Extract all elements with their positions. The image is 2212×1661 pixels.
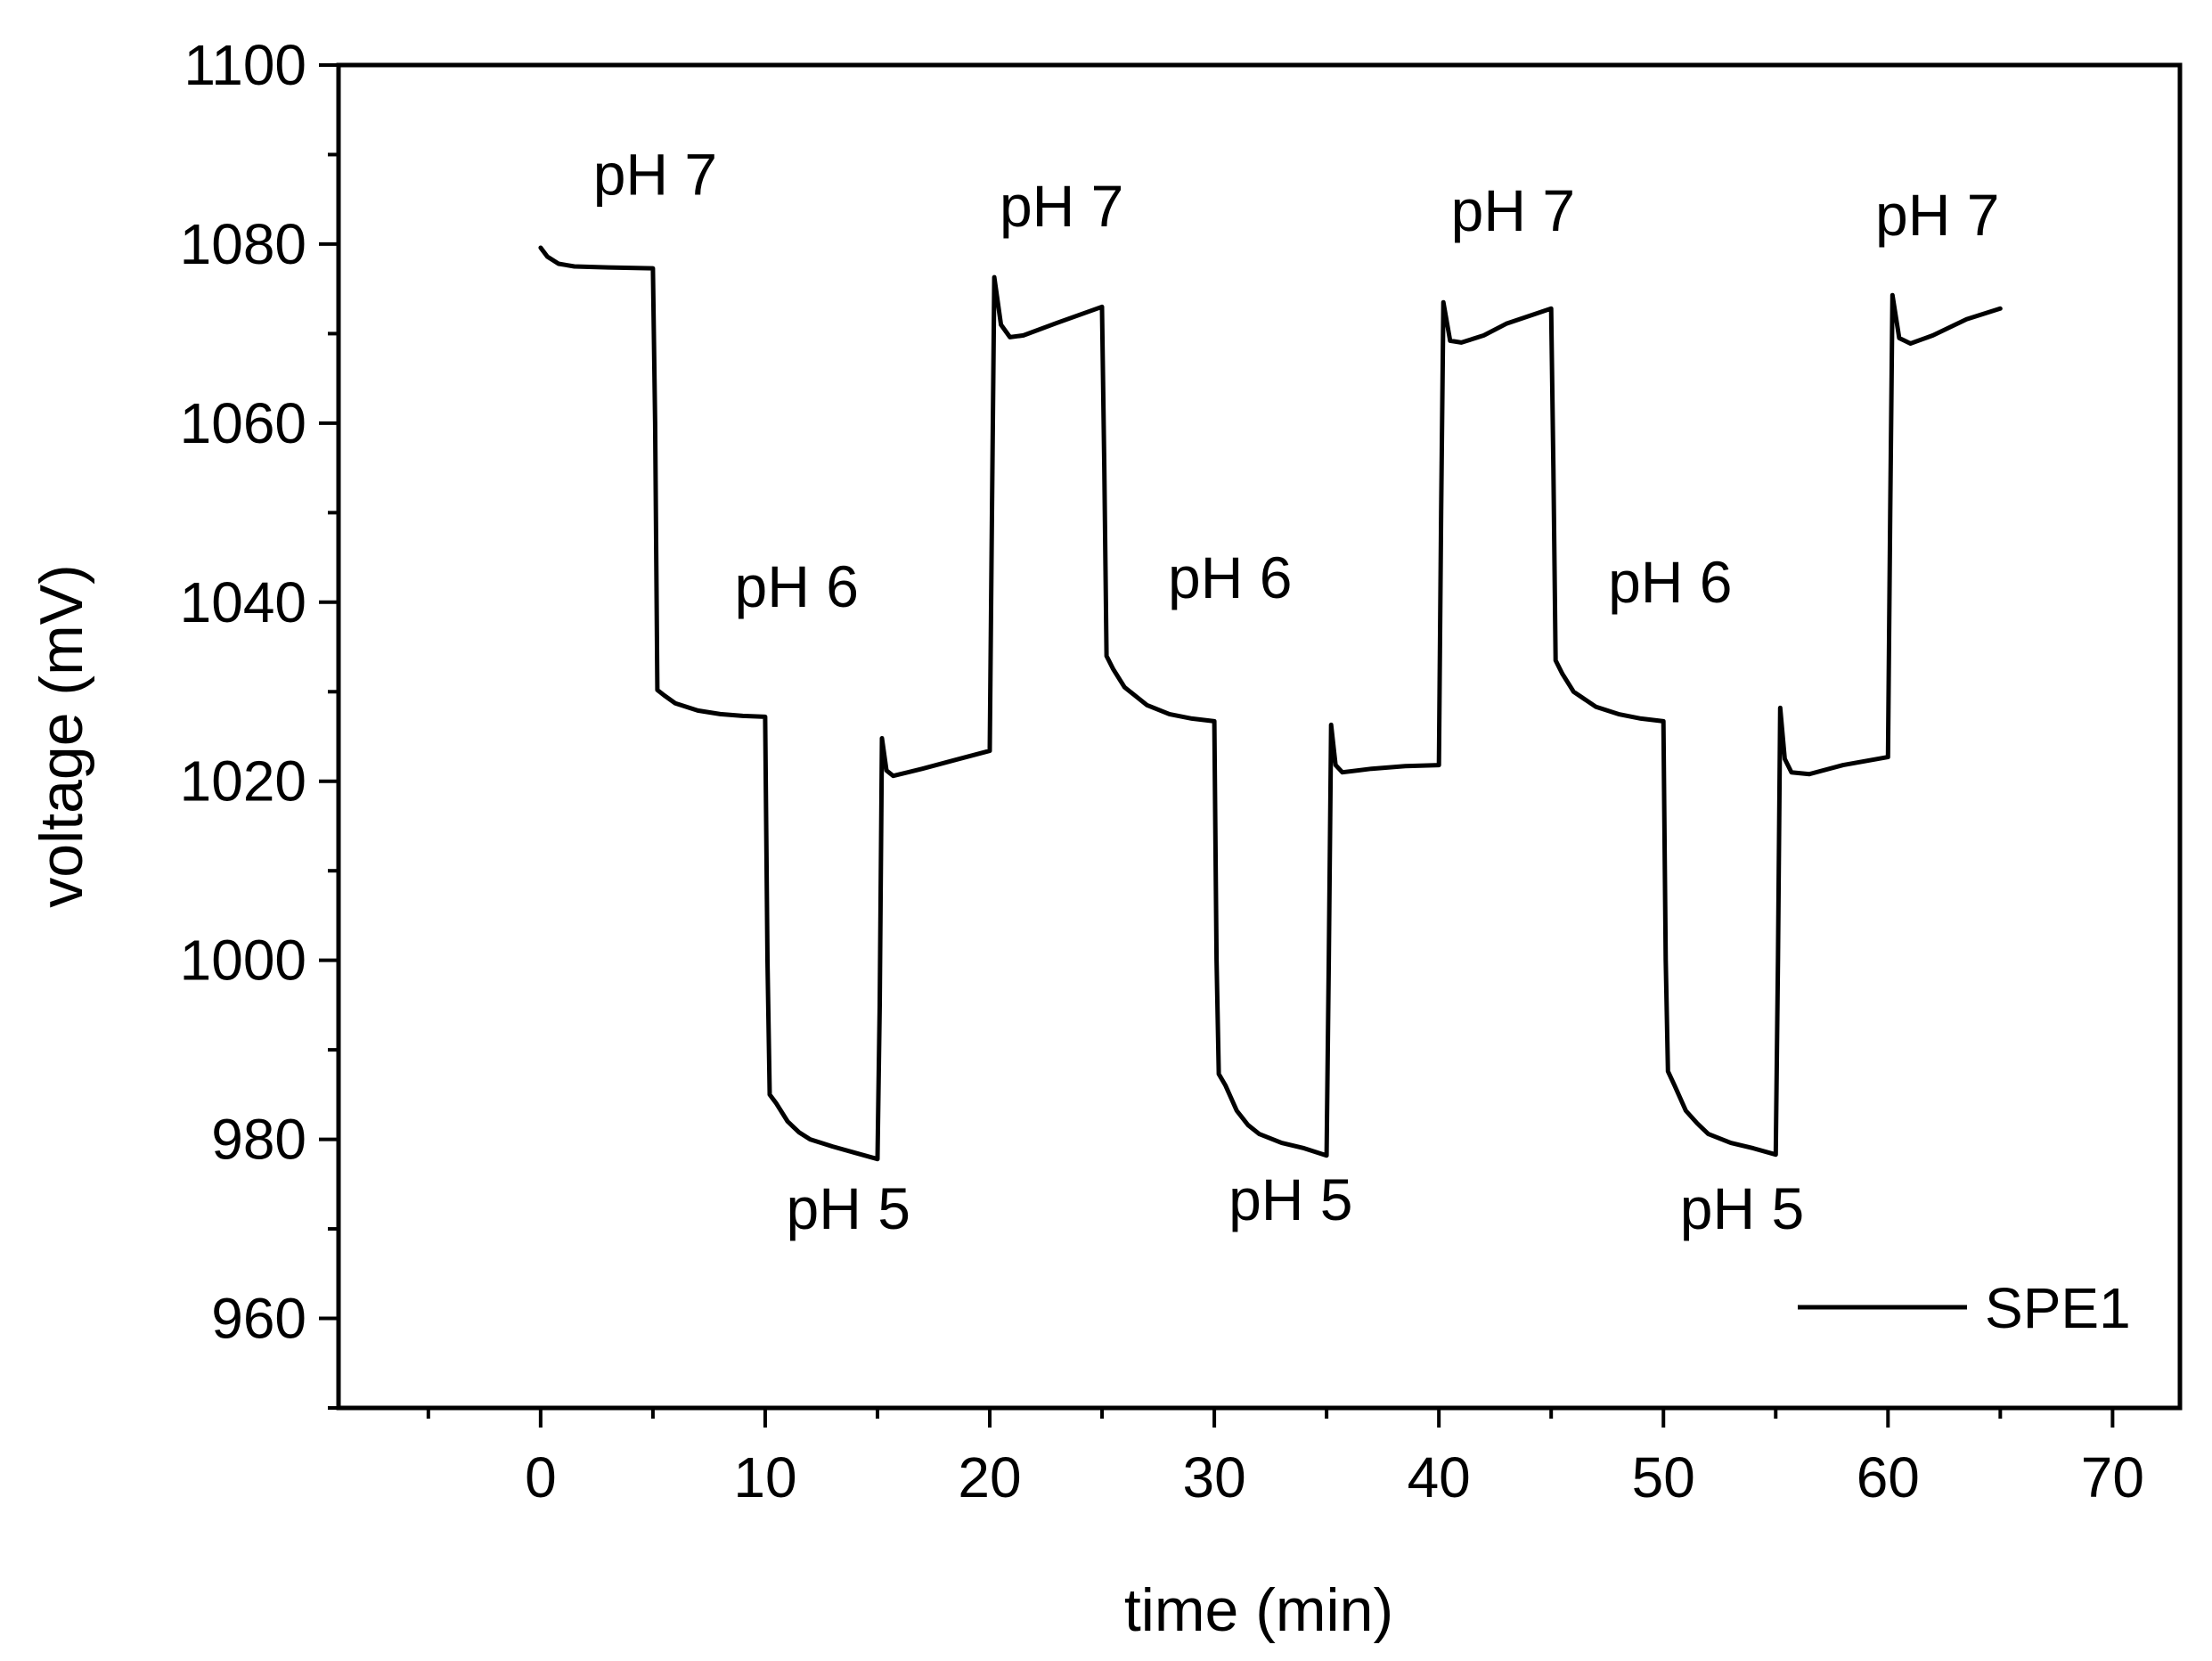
- legend: SPE1: [1798, 1276, 2131, 1340]
- x-tick-label: 10: [733, 1445, 796, 1510]
- x-tick-label: 20: [958, 1445, 1021, 1510]
- annotation-label: pH 7: [593, 142, 717, 208]
- x-axis-tick-labels: 0 10 20 30 40 50 60 70: [525, 1445, 2144, 1510]
- y-axis-title: voltage (mV): [28, 564, 95, 907]
- annotation-label: pH 6: [735, 553, 859, 619]
- x-tick-label: 40: [1408, 1445, 1471, 1510]
- annotation-label: pH 7: [1000, 173, 1123, 239]
- annotation-label: pH 5: [786, 1175, 910, 1241]
- x-axis-ticks: [426, 1408, 2115, 1428]
- legend-label-spe1: SPE1: [1985, 1276, 2131, 1340]
- y-tick-label: 960: [211, 1287, 306, 1351]
- y-tick-label: 1020: [180, 749, 306, 814]
- x-tick-label: 60: [1857, 1445, 1920, 1510]
- annotation-label: pH 6: [1608, 549, 1732, 615]
- annotation-label: pH 5: [1228, 1166, 1352, 1232]
- y-axis-tick-labels: 960 980 1000 1020 1040 1060 1080 1100: [180, 33, 306, 1351]
- x-tick-label: 50: [1632, 1445, 1695, 1510]
- annotations: pH 7 pH 6 pH 5 pH 7 pH 6 pH 5 pH 7 pH 6 pH 5 pH 7: [593, 142, 2000, 1241]
- y-tick-label: 980: [211, 1108, 306, 1172]
- annotation-label: pH 6: [1168, 544, 1292, 610]
- annotation-label: pH 5: [1680, 1175, 1804, 1241]
- y-tick-label: 1040: [180, 570, 306, 634]
- y-tick-label: 1100: [184, 33, 306, 97]
- y-tick-label: 1060: [180, 391, 306, 455]
- x-tick-label: 30: [1182, 1445, 1245, 1510]
- annotation-label: pH 7: [1875, 182, 1999, 248]
- annotation-label: pH 7: [1451, 177, 1575, 243]
- series-line-spe1: [538, 245, 2003, 1162]
- y-tick-label: 1080: [180, 212, 306, 276]
- x-tick-label: 0: [525, 1445, 557, 1510]
- x-axis-title: time (min): [1124, 1576, 1393, 1644]
- y-axis-ticks: [319, 63, 339, 1410]
- plot-frame: [336, 62, 2183, 1411]
- x-tick-label: 70: [2081, 1445, 2144, 1510]
- y-tick-label: 1000: [180, 929, 306, 993]
